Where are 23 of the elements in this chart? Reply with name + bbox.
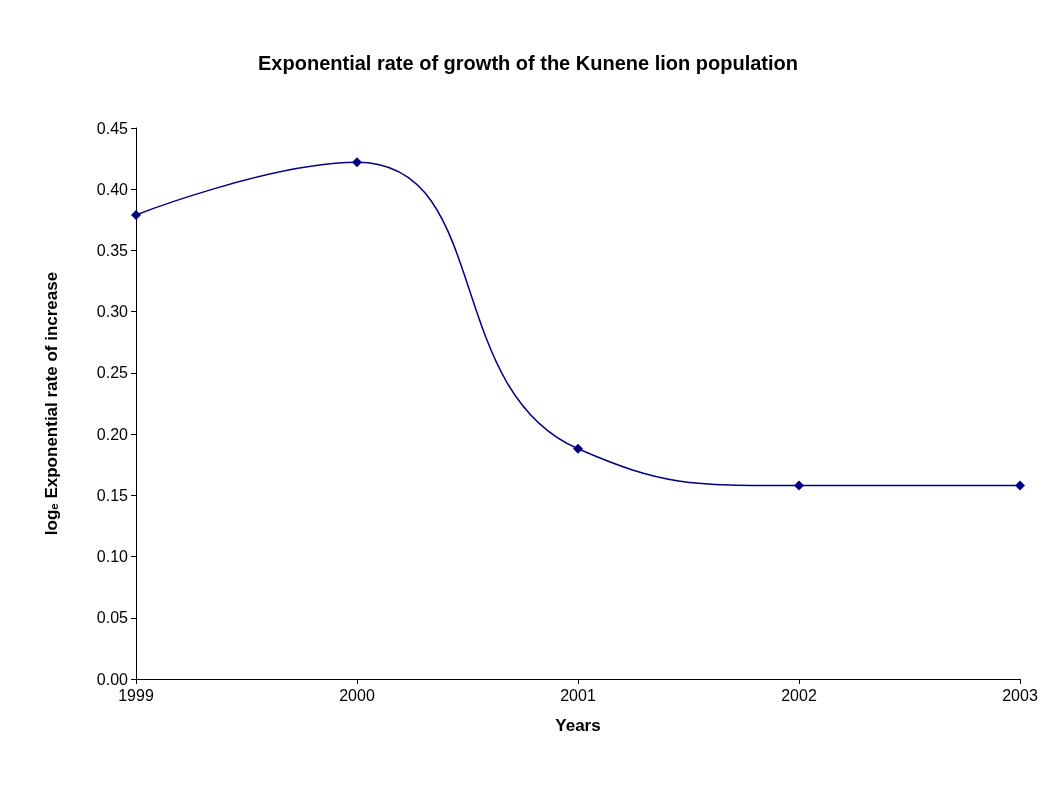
y-tick-label: 0.25 [96, 364, 129, 382]
x-axis-title: Years [555, 716, 601, 735]
y-tick-label: 0.40 [96, 180, 129, 198]
point [794, 480, 804, 491]
point [131, 209, 141, 220]
point [352, 157, 362, 168]
point [1015, 480, 1025, 491]
y-tick-label: 0.20 [96, 425, 129, 443]
y-tick-label: 0.35 [96, 241, 129, 259]
x-tick-label: 2001 [560, 686, 596, 704]
y-tick-label: 0.30 [96, 303, 129, 321]
point [573, 443, 583, 454]
y-tick-label: 0.10 [96, 548, 129, 566]
x-tick-label: 2003 [1002, 686, 1038, 704]
y-tick-label: 0.15 [96, 486, 129, 504]
x-tick-label: 2000 [339, 686, 375, 704]
chart-title: Exponential rate of growth of the Kunene lion population [258, 52, 798, 74]
y-tick-label: 0.05 [96, 609, 129, 627]
y-tick-label: 0.00 [96, 670, 129, 688]
x-tick-label: 2002 [781, 686, 817, 704]
x-tick-label: 1999 [118, 686, 154, 704]
y-tick-label: 0.45 [96, 119, 129, 137]
y-axis-title: logₑ Exponential rate of increase [42, 271, 61, 536]
